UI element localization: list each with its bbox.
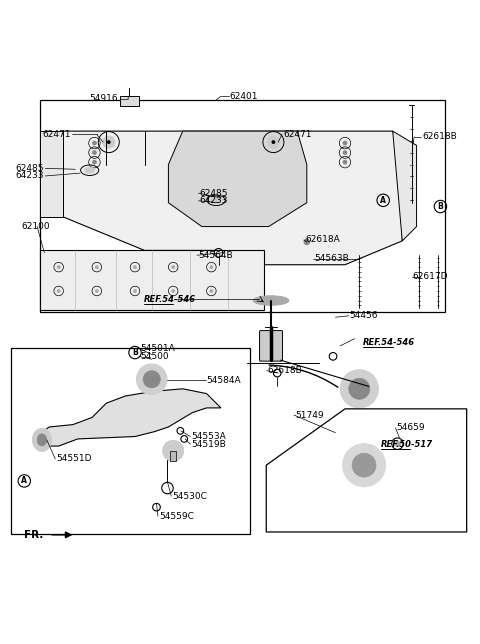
- Text: B: B: [438, 202, 444, 211]
- Bar: [11, 348, 250, 535]
- Circle shape: [92, 160, 97, 164]
- Ellipse shape: [33, 428, 51, 451]
- Circle shape: [209, 289, 213, 293]
- Circle shape: [57, 265, 60, 269]
- Polygon shape: [63, 131, 402, 265]
- Text: 64233: 64233: [199, 196, 228, 205]
- Circle shape: [340, 370, 378, 408]
- Text: 62617D: 62617D: [413, 272, 448, 281]
- Polygon shape: [39, 251, 264, 310]
- Polygon shape: [168, 131, 307, 227]
- Circle shape: [343, 150, 348, 155]
- Text: 62618A: 62618A: [305, 236, 340, 245]
- Text: 62618B: 62618B: [422, 132, 457, 141]
- Text: 62485: 62485: [199, 189, 228, 198]
- Text: 54584A: 54584A: [206, 375, 241, 384]
- Circle shape: [267, 136, 280, 148]
- Text: 54564B: 54564B: [198, 251, 233, 260]
- Circle shape: [352, 453, 376, 477]
- Text: 51749: 51749: [295, 411, 324, 419]
- Text: 62401: 62401: [229, 92, 258, 100]
- Bar: [170, 451, 176, 461]
- Text: 64233: 64233: [16, 171, 44, 180]
- Text: REF.50-517: REF.50-517: [381, 440, 433, 449]
- Text: REF.54-546: REF.54-546: [363, 337, 415, 346]
- Ellipse shape: [37, 434, 47, 446]
- Text: 54530C: 54530C: [172, 491, 207, 500]
- Text: 54519B: 54519B: [192, 440, 226, 449]
- Text: REF.54-546: REF.54-546: [144, 294, 196, 303]
- Polygon shape: [39, 131, 63, 217]
- Circle shape: [349, 378, 370, 399]
- Circle shape: [209, 265, 213, 269]
- Text: 54916: 54916: [90, 94, 118, 103]
- Text: 62471: 62471: [42, 130, 71, 139]
- Circle shape: [343, 140, 348, 146]
- Circle shape: [343, 160, 348, 164]
- Circle shape: [133, 289, 137, 293]
- Text: 54456: 54456: [350, 311, 378, 320]
- Polygon shape: [39, 389, 221, 446]
- Circle shape: [92, 150, 97, 155]
- Circle shape: [95, 265, 99, 269]
- Circle shape: [303, 238, 310, 245]
- Circle shape: [272, 140, 276, 144]
- Text: B: B: [132, 348, 138, 357]
- Circle shape: [171, 289, 175, 293]
- Text: 54553A: 54553A: [192, 432, 226, 441]
- Polygon shape: [393, 131, 417, 241]
- Text: 54559C: 54559C: [159, 512, 194, 521]
- Text: 62471: 62471: [283, 130, 312, 139]
- Text: 54551D: 54551D: [56, 455, 92, 464]
- Circle shape: [103, 136, 115, 148]
- Text: A: A: [21, 477, 27, 486]
- Text: FR.: FR.: [24, 530, 44, 540]
- FancyBboxPatch shape: [260, 330, 282, 361]
- Ellipse shape: [84, 167, 95, 173]
- Circle shape: [163, 440, 184, 461]
- Circle shape: [136, 364, 167, 395]
- Circle shape: [395, 441, 400, 446]
- Text: 54563B: 54563B: [314, 254, 348, 263]
- Text: 62100: 62100: [22, 222, 50, 231]
- Text: 54659: 54659: [396, 424, 425, 432]
- Text: 54500: 54500: [140, 352, 168, 361]
- Bar: [120, 96, 139, 106]
- Ellipse shape: [211, 197, 221, 204]
- Ellipse shape: [253, 296, 289, 305]
- Bar: [39, 100, 445, 312]
- Circle shape: [57, 289, 60, 293]
- Circle shape: [92, 140, 97, 146]
- Circle shape: [133, 265, 137, 269]
- Circle shape: [143, 371, 160, 388]
- Circle shape: [107, 140, 111, 144]
- Text: A: A: [380, 196, 386, 205]
- Circle shape: [95, 289, 99, 293]
- Text: 62618B: 62618B: [268, 366, 302, 375]
- Text: 54501A: 54501A: [140, 344, 175, 353]
- Circle shape: [171, 265, 175, 269]
- Circle shape: [343, 444, 385, 487]
- Text: 62485: 62485: [16, 164, 44, 173]
